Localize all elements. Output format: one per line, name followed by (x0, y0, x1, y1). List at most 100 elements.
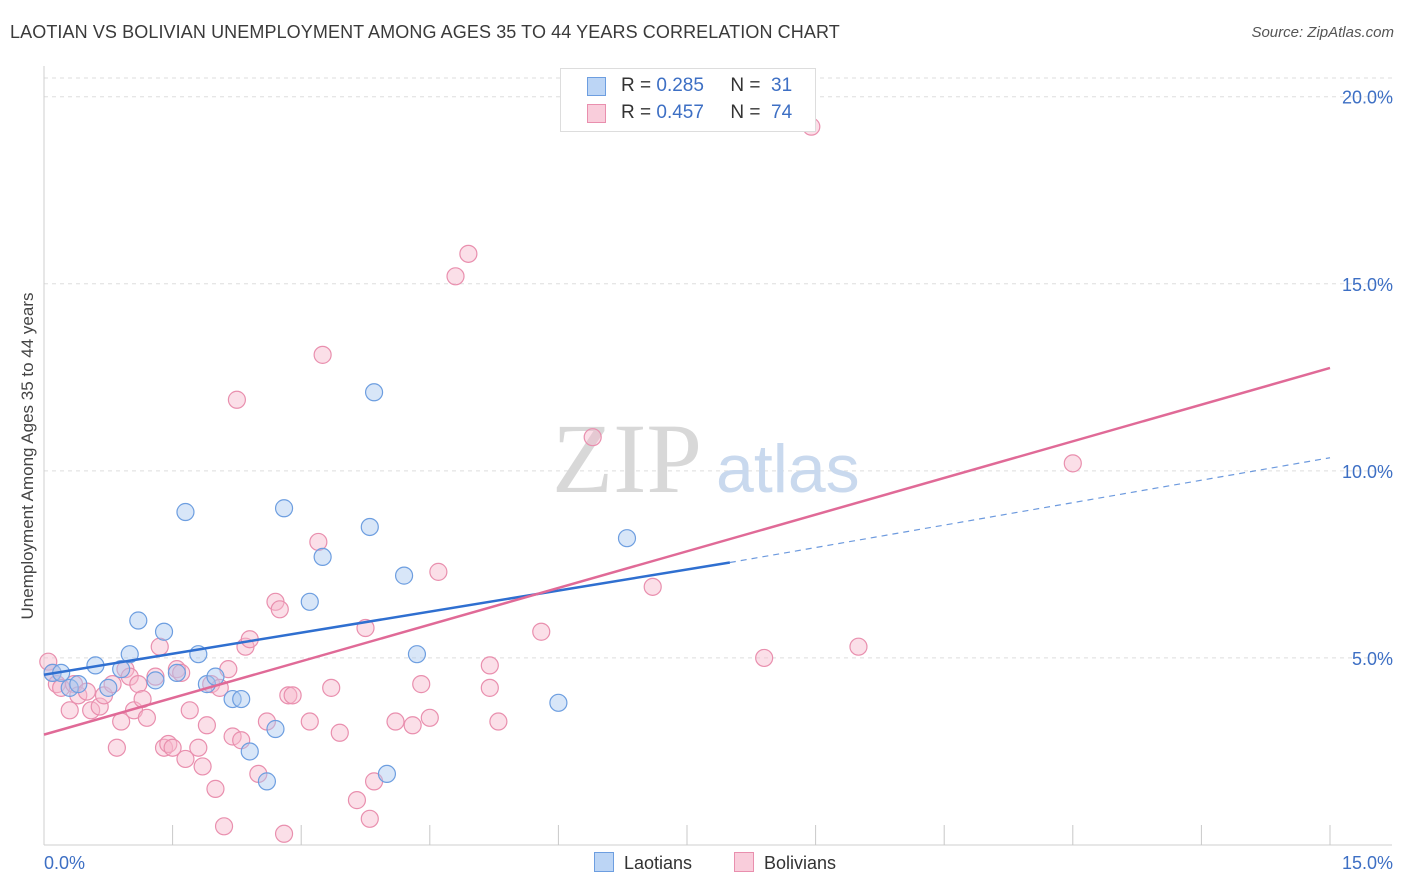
bolivian-point (1063, 454, 1082, 473)
correlation-legend: R = 0.285 N = 31 R = 0.457 N = 74 (560, 68, 816, 132)
laotian-point (549, 693, 568, 712)
laotian-point (129, 611, 148, 630)
laotians-points (43, 383, 637, 791)
bolivians-legend-label: Bolivians (764, 853, 837, 873)
laotian-point (232, 689, 251, 709)
bolivians-trend-line (43, 366, 1331, 736)
bolivian-point (150, 637, 169, 656)
bolivian-point (489, 712, 508, 731)
bolivian-point (313, 345, 332, 364)
bolivian-point (227, 390, 246, 409)
bolivian-point (214, 817, 234, 836)
laotian-point (360, 517, 379, 537)
bolivian-point (176, 749, 195, 769)
axes (43, 66, 1392, 846)
laotians-n-label: N = (730, 75, 761, 96)
bolivian-point (412, 675, 431, 694)
x-tick-label: 0.0% (44, 853, 85, 873)
bolivian-point (39, 652, 58, 671)
bolivian-point (197, 716, 216, 735)
y-tick-label: 10.0% (1342, 462, 1393, 482)
bolivian-point (386, 712, 405, 731)
bolivian-point (420, 708, 439, 727)
laotian-point (364, 383, 384, 402)
bolivian-point (849, 637, 868, 656)
bolivian-point (60, 701, 79, 720)
bolivian-point (129, 675, 148, 694)
y-tick-label: 15.0% (1342, 275, 1393, 295)
bolivian-point (300, 712, 319, 731)
bolivian-point (322, 678, 341, 697)
bolivian-point (172, 663, 191, 682)
watermark-atlas: atlas (716, 431, 860, 507)
x-tick-label: 15.0% (1342, 853, 1393, 873)
bolivian-point (137, 708, 156, 727)
laotian-point (120, 645, 139, 664)
laotian-point (154, 622, 174, 641)
bolivian-point (643, 577, 662, 596)
bolivian-point (90, 697, 109, 716)
bolivian-point (459, 244, 478, 263)
bolivian-point (480, 656, 499, 675)
bolivians-swatch (587, 104, 606, 123)
laotian-point (313, 547, 332, 567)
y-tick-label: 20.0% (1342, 88, 1393, 108)
laotians-legend-label: Laotians (624, 853, 693, 873)
bolivian-point (347, 791, 367, 810)
bolivians-r-value: 0.457 (656, 102, 704, 123)
laotian-point (617, 529, 637, 548)
bolivians-r-label: R = (621, 102, 652, 123)
laotian-point (394, 566, 414, 585)
bolivians-n-label: N = (730, 102, 761, 123)
bolivian-point (193, 757, 212, 776)
bolivian-point (309, 532, 328, 552)
bolivian-point (446, 267, 465, 286)
laotians-trend-extension (729, 457, 1331, 564)
laotian-point (99, 678, 118, 697)
bolivian-point (583, 428, 602, 447)
y-tick-label: 5.0% (1352, 649, 1393, 669)
laotian-point (112, 660, 131, 679)
laotian-point (266, 719, 285, 739)
bolivians-n-value: 74 (771, 102, 793, 123)
laotians-trend-line (43, 561, 731, 676)
bolivian-point (163, 738, 182, 757)
bolivian-point (755, 648, 774, 668)
source-label: Source: ZipAtlas.com (1251, 24, 1394, 41)
grid-lines (44, 77, 1392, 659)
bolivian-point (270, 600, 289, 619)
trend-lines (43, 366, 1331, 736)
bolivian-point (279, 686, 298, 705)
laotian-point (69, 675, 88, 694)
bolivian-point (274, 824, 294, 843)
watermark: ZIP atlas (552, 403, 860, 514)
chart-title: LAOTIAN VS BOLIVIAN UNEMPLOYMENT AMONG A… (10, 22, 840, 42)
laotian-point (407, 645, 427, 664)
y-axis-label: Unemployment Among Ages 35 to 44 years (18, 292, 37, 620)
laotian-point (274, 499, 294, 518)
bolivian-point (189, 738, 208, 757)
bolivian-point (532, 622, 551, 641)
laotian-point (146, 671, 165, 690)
watermark-zip: ZIP (552, 403, 702, 514)
bolivian-point (107, 738, 126, 757)
laotians-swatch (587, 77, 606, 96)
bottom-legend-laotians[interactable]: Laotians (594, 852, 692, 874)
laotian-point (206, 667, 225, 686)
laotians-n-value: 31 (771, 75, 793, 96)
laotian-point (167, 663, 186, 682)
bolivian-point (429, 562, 448, 581)
bolivian-point (360, 809, 379, 828)
bolivians-legend-swatch (734, 852, 754, 872)
bottom-legend-bolivians[interactable]: Bolivians (734, 852, 836, 874)
tick-labels: 5.0% 10.0% 15.0% 20.0% 0.0% 15.0% (44, 88, 1393, 873)
bolivian-point (403, 716, 422, 735)
bolivian-point (330, 723, 349, 742)
bolivian-point (283, 686, 302, 705)
laotian-point (240, 742, 259, 761)
laotians-r-label: R = (621, 75, 652, 96)
laotian-point (300, 592, 319, 611)
bolivian-point (180, 701, 199, 720)
laotian-point (176, 502, 195, 522)
laotians-r-value: 0.285 (656, 75, 704, 96)
